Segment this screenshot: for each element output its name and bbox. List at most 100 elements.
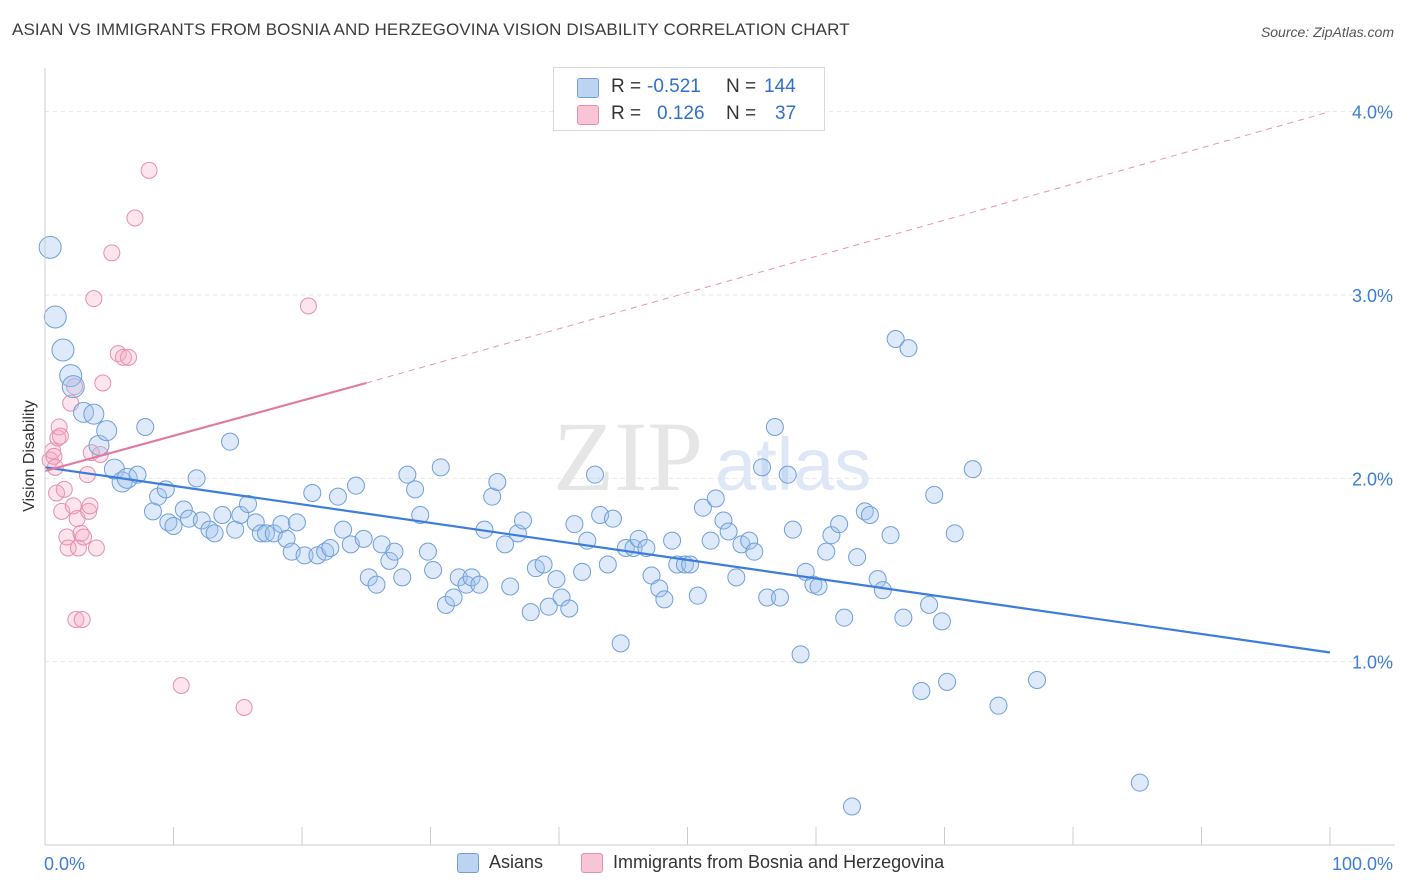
asian-point [765,418,784,436]
asian-point [920,595,939,614]
asian-point [303,484,322,502]
bosnia-point [67,611,85,628]
asian-point [187,469,206,488]
asian-point [932,612,951,631]
legend-swatch-bosnia [577,105,599,125]
asian-point [650,579,669,598]
asian-point [603,509,622,528]
asian-point [848,548,867,567]
asian-point [257,524,276,543]
asian-point [758,588,777,607]
chart-title: ASIAN VS IMMIGRANTS FROM BOSNIA AND HERZ… [12,20,850,39]
bosnia-point [51,427,69,445]
asian-point [346,476,365,495]
asian-point [963,460,982,479]
legend-n-label: N = [726,103,757,124]
asian-point [719,522,738,541]
asian-point [316,542,335,561]
asian-points [38,235,1149,816]
asian-point [778,465,797,484]
asian-point [1130,773,1149,792]
asian-point [945,524,964,543]
bosnia-point [299,297,317,315]
asian-point [830,515,849,534]
asian-point [855,502,874,521]
bosnia-point [235,699,253,716]
bosnia-point [58,528,76,546]
legend-r-value: 0.126 [657,103,705,124]
bottom-legend-bosnia: Immigrants from Bosnia and Herzegovina [613,852,945,872]
asian-point [706,489,725,508]
asian-point [925,485,944,504]
asian-point [43,305,67,329]
asian-point [488,473,507,491]
watermark: ZIP atlas [553,401,871,512]
bosnia-point [87,539,105,557]
asian-point [663,531,682,550]
bosnia-point [80,502,98,520]
asian-point [560,599,579,618]
legend-n-value: 144 [764,76,796,97]
legend-swatch-asians [577,78,599,98]
asian-point [398,465,417,484]
asian-point [406,480,425,499]
bosnia-point [114,348,132,366]
asian-point [470,575,489,594]
asian-point [886,330,905,348]
bosnia-point [85,290,103,308]
asian-point [745,542,764,561]
y-tick-label: 1.0% [1352,653,1393,673]
bottom-legend-swatch-bosnia [581,853,603,873]
asian-point [321,539,340,557]
asian-point [295,546,314,565]
bosnia-point [55,480,73,498]
asian-point [817,542,836,561]
asian-point [174,500,193,519]
asian-point [894,608,913,627]
watermark-zip: ZIP [553,401,703,512]
asian-point [328,487,347,506]
legend-r-value: -0.521 [647,76,701,97]
bosnia-trend-line [44,381,367,473]
asian-point [411,506,430,524]
asian-point [83,403,105,425]
asian-point [385,542,404,561]
y-axis-label: Vision Disability [21,400,38,512]
watermark-atlas: atlas [715,423,871,506]
bosnia-point [69,539,87,557]
legend-n-value: 37 [775,103,797,124]
asian-point [61,375,85,399]
legend-r-label: R = [611,103,642,124]
bosnia-point [73,611,91,628]
x-tick-label: 100.0% [1332,854,1393,874]
asian-point [714,511,733,530]
grid-layer [45,111,1395,663]
asian-point [164,517,183,535]
asian-point [221,432,240,451]
asian-point [791,645,810,664]
asian-point [740,531,759,550]
asian-point [501,577,520,596]
asian-point [136,418,155,436]
bosnia-point [140,161,158,179]
x-tick-label: 0.0% [44,854,85,874]
trend-lines [44,111,1331,654]
bosnia-point [59,539,77,557]
asian-point [418,542,437,561]
asian-point [611,634,630,653]
asian-point [585,465,604,484]
asian-point [629,529,648,548]
bosnia-point [103,244,121,262]
legend-n-label: N = [726,76,757,97]
bosnia-point [49,429,67,447]
asian-point [727,568,746,587]
bosnia-point [81,497,99,515]
asian-point [771,588,790,607]
asian-point [701,531,720,550]
asian-point [149,487,168,506]
asian-point [205,524,224,543]
bosnia-point [120,348,138,366]
asian-point [380,551,399,570]
asian-point [598,555,617,574]
